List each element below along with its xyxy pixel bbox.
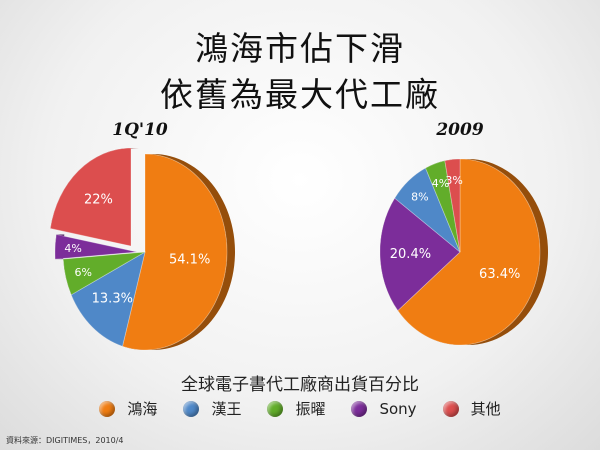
legend-label: Sony <box>379 399 417 418</box>
page-title-line-1: 鴻海市佔下滑 <box>195 29 405 68</box>
legend-label: 振曜 <box>295 400 326 418</box>
slice-label: 13.3% <box>92 292 133 307</box>
slice-label: 8% <box>411 190 428 203</box>
pie-chart-1: 63.4% 20.4% 8% 4%3% <box>379 158 548 346</box>
legend-title: 全球電子書代工廠商出貨百分比 <box>181 375 419 395</box>
slice-label: 54.1% <box>169 252 210 267</box>
pie-slice-振曜 <box>62 251 146 296</box>
pie-slice-其他 <box>444 158 461 253</box>
pie-slice-其他 <box>49 147 132 247</box>
pie-chart-0: 54.1% 13.3%6% 4% 22% <box>49 147 236 351</box>
slice-label: 20.4% <box>390 247 431 262</box>
legend: 鴻海 漢王 振曜 Sony 其他 <box>0 398 600 419</box>
pie-slice-Sony <box>54 233 138 260</box>
legend-label: 漢王 <box>211 400 242 418</box>
pie-slice-Sony <box>379 197 461 312</box>
purple-dot-icon <box>351 400 368 417</box>
slice-label: 22% <box>84 192 113 207</box>
legend-item: Sony <box>351 399 417 418</box>
slice-label: 4% <box>64 242 81 255</box>
orange-dot-icon <box>99 400 116 417</box>
slice-label: 3% <box>445 174 462 187</box>
slice-label: 63.4% <box>479 267 520 282</box>
pie-slice-漢王 <box>394 167 461 253</box>
pie-slice-鴻海 <box>397 158 541 346</box>
green-dot-icon <box>267 400 284 417</box>
legend-label: 鴻海 <box>127 400 158 418</box>
blue-dot-icon <box>183 400 200 417</box>
pie-slice-漢王 <box>70 251 146 347</box>
page-title-line-2: 依舊為最大代工廠 <box>160 75 440 114</box>
legend-label: 其他 <box>470 400 501 418</box>
pie-slice-鴻海 <box>122 153 228 351</box>
slice-label: 4% <box>432 177 449 190</box>
slice-label: 6% <box>75 266 92 279</box>
chart-title-2009: 2009 <box>436 120 484 140</box>
legend-item: 鴻海 <box>99 398 157 419</box>
pie-slice-振曜 <box>425 160 461 253</box>
red-dot-icon <box>442 400 459 417</box>
source-note: 資料來源：DIGITIMES，2010/4 <box>6 436 124 445</box>
legend-item: 其他 <box>442 398 501 419</box>
legend-item: 振曜 <box>267 398 325 419</box>
legend-item: 漢王 <box>183 398 241 419</box>
chart-title-1q10: 1Q'10 <box>112 120 168 140</box>
